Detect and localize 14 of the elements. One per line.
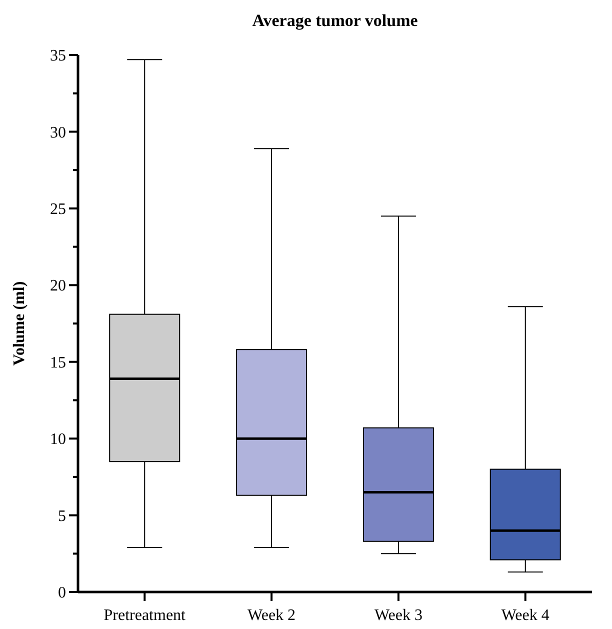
y-tick-label: 30: [50, 124, 66, 142]
chart-title: Average tumor volume: [252, 11, 418, 30]
y-tick-label: 15: [50, 354, 66, 372]
y-tick-label: 35: [50, 48, 66, 65]
y-axis-title: Volume (ml): [11, 281, 28, 366]
x-tick-label: Week 2: [248, 607, 296, 624]
y-tick-label: 0: [58, 584, 66, 602]
y-tick-label: 20: [50, 278, 66, 295]
x-tick-label: Week 4: [501, 607, 550, 624]
y-tick-label: 10: [50, 431, 66, 448]
x-tick-label: Week 3: [374, 607, 422, 624]
x-tick-label: Pretreatment: [104, 607, 186, 624]
y-tick-label: 5: [58, 508, 66, 525]
y-tick-label: 25: [50, 201, 66, 218]
